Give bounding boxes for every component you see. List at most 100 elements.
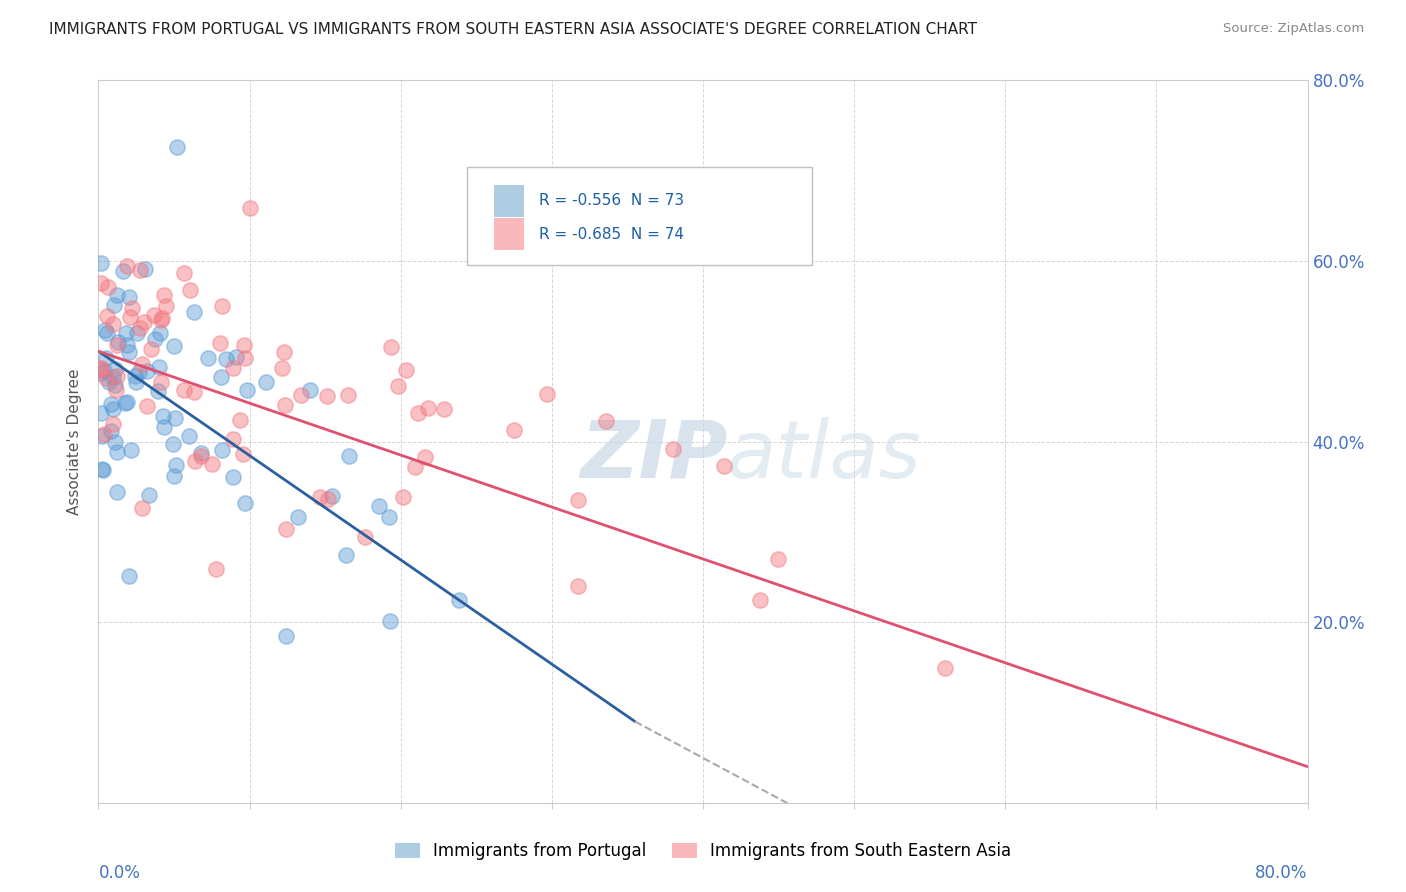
Point [183,454,205,468]
FancyBboxPatch shape [467,167,811,265]
Point [101,417,124,431]
Point [150,313,173,327]
Point [143,332,166,346]
Point [337,449,360,463]
Point [173,383,195,397]
Point [141,343,163,357]
Point [662,442,685,457]
Point [103,317,125,331]
Point [129,321,152,335]
Point [152,409,174,423]
Point [101,369,124,384]
Point [94,322,117,336]
Text: R = -0.685  N = 74: R = -0.685 N = 74 [538,227,683,242]
Point [149,326,172,340]
Point [148,384,170,399]
Point [120,442,142,457]
Point [105,338,128,352]
Point [138,488,160,502]
Point [134,261,156,276]
Text: R = -0.556  N = 73: R = -0.556 N = 73 [538,194,683,209]
Point [205,561,228,575]
Point [353,530,375,544]
Text: atlas: atlas [727,417,922,495]
Point [165,458,187,473]
Point [96,371,118,385]
Point [233,351,256,366]
Point [208,336,231,351]
Point [121,301,143,315]
Point [148,359,170,374]
Point [222,469,245,483]
Point [387,378,409,392]
Point [225,350,247,364]
Point [112,263,135,277]
Point [394,363,416,377]
Point [299,383,322,397]
Point [413,450,436,464]
Point [127,326,149,341]
Point [222,361,245,376]
Point [318,492,340,507]
Point [128,263,150,277]
Point [380,340,402,354]
Point [124,369,146,384]
Point [143,308,166,322]
Point [236,383,259,397]
Point [290,388,312,402]
Point [321,489,343,503]
Point [103,298,125,312]
Point [90,406,112,420]
Point [125,375,148,389]
Point [162,436,184,450]
Point [211,300,233,314]
Point [91,461,114,475]
Point [101,401,124,416]
Point [183,305,205,319]
Point [118,569,141,583]
Point [90,366,112,380]
Point [105,369,128,384]
Point [229,413,252,427]
Point [132,315,155,329]
Point [90,360,112,375]
Point [104,435,127,450]
Point [117,345,139,359]
Point [105,287,128,301]
Point [378,509,401,524]
Point [104,361,127,376]
Point [749,592,772,607]
Point [190,449,212,463]
Legend: Immigrants from Portugal, Immigrants from South Eastern Asia: Immigrants from Portugal, Immigrants fro… [388,836,1018,867]
Point [150,375,173,389]
Point [115,394,138,409]
FancyBboxPatch shape [494,218,524,251]
Point [934,661,956,675]
Point [276,523,298,537]
Point [211,442,233,457]
Point [131,357,153,371]
Point [114,395,136,409]
Point [107,335,129,350]
Point [378,614,401,628]
Text: ZIP: ZIP [579,417,727,495]
Point [90,277,112,291]
Point [233,496,256,510]
Point [115,260,138,274]
Point [416,401,439,415]
Point [163,410,186,425]
Point [163,469,186,483]
Y-axis label: Associate's Degree: Associate's Degree [67,368,83,515]
Point [190,446,212,460]
Text: IMMIGRANTS FROM PORTUGAL VS IMMIGRANTS FROM SOUTH EASTERN ASIA ASSOCIATE'S DEGRE: IMMIGRANTS FROM PORTUGAL VS IMMIGRANTS F… [49,22,977,37]
Point [404,460,426,475]
Point [179,283,201,297]
Point [367,499,389,513]
Point [90,362,112,376]
Point [93,463,115,477]
Point [105,383,128,397]
Point [98,376,121,390]
Point [406,406,429,420]
Point [90,256,112,270]
Point [91,429,114,443]
